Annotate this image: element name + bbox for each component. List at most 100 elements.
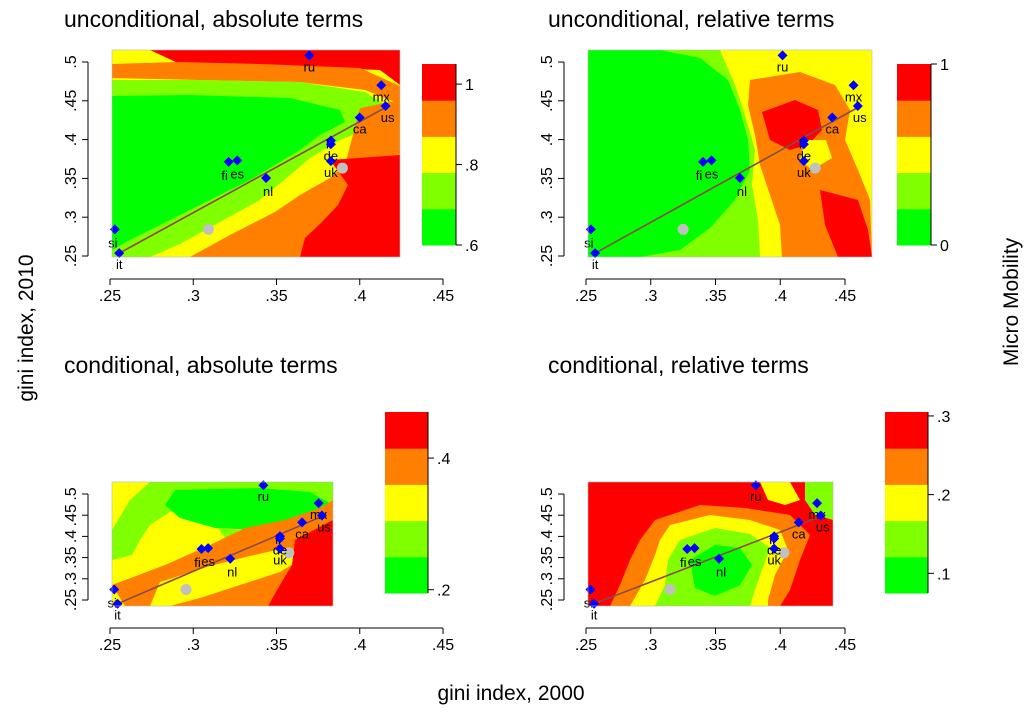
colorbar-tick-label: .1 <box>937 566 950 583</box>
contour-region <box>300 155 400 257</box>
country-label: uk <box>273 553 287 568</box>
country-marker <box>354 112 365 123</box>
x-tick-label: .45 <box>834 637 856 654</box>
country-label: mx <box>845 89 863 104</box>
country-label: ru <box>777 59 789 74</box>
x-tick-label: .3 <box>644 288 657 305</box>
country-label: uk <box>797 165 811 180</box>
country-label: de <box>797 148 811 163</box>
y-tick-label: .45 <box>63 90 80 112</box>
contour-region <box>588 50 750 257</box>
country-label: ru <box>750 489 762 504</box>
y-tick-label: .5 <box>539 487 556 500</box>
plot-area <box>111 49 401 258</box>
colorbar-band <box>897 208 931 246</box>
country-label: es <box>705 166 719 181</box>
fit-line <box>594 106 859 254</box>
country-marker <box>274 543 285 554</box>
panel-title: unconditional, relative terms <box>548 6 834 32</box>
plot-area <box>111 481 334 607</box>
contour-region <box>150 50 400 85</box>
y-tick-label: .4 <box>539 133 556 146</box>
colorbar-label: Micro Mobility <box>1000 237 1023 366</box>
reference-point <box>809 162 821 174</box>
y-tick-label: .25 <box>63 589 80 611</box>
country-marker <box>274 533 285 544</box>
x-tick-label: .4 <box>774 637 787 654</box>
contour-region <box>760 482 800 505</box>
reference-point <box>180 583 192 595</box>
country-label: nl <box>227 565 237 580</box>
country-marker <box>706 155 717 166</box>
y-tick-label: .3 <box>539 572 556 585</box>
x-tick-label: .45 <box>432 637 454 654</box>
x-tick-label: .35 <box>704 637 726 654</box>
y-tick-label: .35 <box>63 546 80 568</box>
country-label: ru <box>303 59 315 74</box>
plot-area <box>587 49 873 258</box>
figure-x-label: gini index, 2000 <box>437 682 584 705</box>
contour-region <box>800 140 832 170</box>
country-marker <box>798 156 809 167</box>
y-tick-label: .3 <box>63 210 80 223</box>
country-marker <box>793 517 804 528</box>
y-tick-label: .45 <box>539 90 556 112</box>
contour-region <box>112 500 333 606</box>
plot-area <box>587 481 834 607</box>
colorbar-band <box>885 484 928 522</box>
colorbar-band <box>385 412 428 449</box>
country-marker <box>852 100 863 111</box>
colorbar-band <box>385 520 428 558</box>
panel-title: conditional, absolute terms <box>64 352 338 378</box>
country-marker <box>714 553 725 564</box>
country-label: nl <box>737 184 747 199</box>
chart-panel-2: unconditional, relative termsrumxuscaild… <box>539 6 949 305</box>
country-marker <box>585 224 596 235</box>
colorbar-band <box>422 136 456 174</box>
chart-panel-3: conditional, absolute termsrumxuscaildeu… <box>63 352 454 654</box>
reference-point <box>202 223 214 235</box>
colorbar-band <box>897 64 931 101</box>
y-tick-label: .4 <box>63 530 80 543</box>
x-tick-label: .3 <box>187 288 200 305</box>
country-marker <box>225 553 236 564</box>
country-label: us <box>317 520 331 535</box>
x-tick-label: .3 <box>644 637 657 654</box>
x-tick-label: .4 <box>353 637 366 654</box>
country-label: de <box>324 148 338 163</box>
y-tick-label: .3 <box>539 210 556 223</box>
x-tick-label: .3 <box>187 637 200 654</box>
colorbar-tick-label: .4 <box>437 451 450 468</box>
country-marker <box>313 498 324 509</box>
y-tick-label: .3 <box>63 572 80 585</box>
country-marker <box>698 156 709 167</box>
colorbar-band <box>885 448 928 485</box>
country-marker <box>203 543 214 554</box>
colorbar-band <box>897 100 931 137</box>
x-tick-label: .45 <box>432 288 454 305</box>
panel-title: conditional, relative terms <box>548 352 809 378</box>
country-label: ca <box>353 121 368 136</box>
country-label: fi <box>194 555 201 570</box>
country-marker <box>815 510 826 521</box>
y-tick-label: .35 <box>63 167 80 189</box>
x-tick-label: .45 <box>834 288 856 305</box>
x-tick-label: .35 <box>704 288 726 305</box>
panel-title: unconditional, absolute terms <box>64 6 363 32</box>
colorbar-band <box>385 484 428 522</box>
country-label: es <box>230 166 244 181</box>
country-label: fi <box>680 555 687 570</box>
colorbar-band <box>422 100 456 137</box>
y-tick-label: .45 <box>539 504 556 526</box>
colorbar-tick-label: .3 <box>937 409 950 426</box>
y-tick-label: .25 <box>539 245 556 267</box>
colorbar-tick-label: 1 <box>465 77 474 94</box>
country-marker <box>734 173 745 184</box>
y-tick-label: .5 <box>63 55 80 68</box>
y-tick-label: .35 <box>539 546 556 568</box>
country-marker <box>812 498 823 509</box>
country-marker <box>325 156 336 167</box>
country-marker <box>380 100 391 111</box>
country-label: uk <box>324 165 338 180</box>
country-marker <box>848 80 859 91</box>
